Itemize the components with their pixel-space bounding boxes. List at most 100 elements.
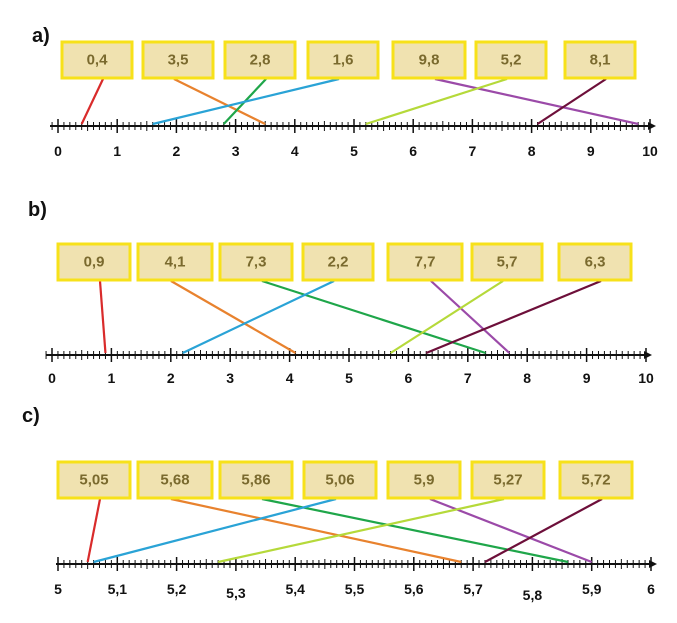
value-box[interactable]: 1,6 xyxy=(306,40,380,80)
value-box[interactable]: 5,86 xyxy=(218,460,294,500)
value-box[interactable]: 5,2 xyxy=(474,40,548,80)
tick-label: 0 xyxy=(48,370,56,386)
value-box-label: 7,7 xyxy=(415,254,436,271)
part-label: a) xyxy=(32,25,50,47)
value-box-label: 2,2 xyxy=(328,254,349,271)
value-box-frame xyxy=(470,242,544,282)
value-box[interactable]: 5,05 xyxy=(56,460,132,500)
value-box-frame xyxy=(136,460,214,500)
tick-label: 3 xyxy=(226,370,234,386)
value-box-frame xyxy=(386,460,462,500)
value-box[interactable]: 6,3 xyxy=(557,242,633,282)
value-box[interactable]: 0,4 xyxy=(60,40,134,80)
axis-arrow-icon xyxy=(649,560,657,568)
value-box-label: 5,86 xyxy=(241,472,270,489)
value-box[interactable]: 5,27 xyxy=(470,460,546,500)
value-box[interactable]: 9,8 xyxy=(391,40,467,80)
value-box[interactable]: 5,06 xyxy=(302,460,378,500)
value-box-label: 2,8 xyxy=(250,52,271,69)
value-box-label: 5,27 xyxy=(493,472,522,489)
tick-label: 1 xyxy=(108,370,116,386)
tick-label: 5,3 xyxy=(226,585,246,601)
value-box-label: 5,2 xyxy=(501,52,522,69)
value-box-label: 5,72 xyxy=(581,472,610,489)
value-box[interactable]: 5,68 xyxy=(136,460,214,500)
tick-label: 3 xyxy=(232,143,240,159)
connector-line xyxy=(434,77,639,126)
value-box-frame xyxy=(56,460,132,500)
value-box-label: 4,1 xyxy=(165,254,186,271)
value-box-label: 7,3 xyxy=(246,254,267,271)
connector-line xyxy=(98,280,107,354)
value-box-frame xyxy=(301,242,375,282)
exercise-part-1: a) 0 1 2 3 4 5 6 7 8 9 10 0,4 3,5 2,8 1,6 9,8 5,2 8,1 xyxy=(32,25,658,159)
value-box-frame xyxy=(391,40,467,80)
value-box-frame xyxy=(56,242,132,282)
value-box-frame xyxy=(223,40,297,80)
value-box-label: 3,5 xyxy=(168,52,189,69)
part-label: b) xyxy=(28,199,47,221)
axis-arrow-icon xyxy=(648,122,656,130)
connector-line xyxy=(173,78,266,125)
connector-line xyxy=(430,280,511,354)
tick-label: 5 xyxy=(350,143,358,159)
value-box-label: 5,7 xyxy=(497,254,518,271)
part-label: c) xyxy=(22,405,40,427)
connector-line xyxy=(365,77,508,126)
connector-line xyxy=(182,280,335,354)
value-box-frame xyxy=(474,40,548,80)
connector-line xyxy=(536,78,607,125)
axis-arrow-icon xyxy=(644,351,652,359)
connector-line xyxy=(152,77,340,126)
tick-label: 5 xyxy=(345,370,353,386)
value-box[interactable]: 4,1 xyxy=(136,242,214,282)
tick-label: 5,8 xyxy=(523,587,543,603)
value-box[interactable]: 2,8 xyxy=(223,40,297,80)
tick-label: 5 xyxy=(54,581,62,597)
value-box-label: 6,3 xyxy=(585,254,606,271)
value-box-label: 0,4 xyxy=(87,52,109,69)
tick-label: 6 xyxy=(647,581,655,597)
connector-line xyxy=(217,497,505,564)
tick-label: 1 xyxy=(113,143,121,159)
exercise-part-2: b) 0 1 2 3 4 5 6 7 8 9 10 0,9 4,1 7,3 2,2 7,7 5,7 6,3 xyxy=(28,199,654,386)
value-box-frame xyxy=(563,40,637,80)
value-box-label: 5,9 xyxy=(414,472,435,489)
value-box[interactable]: 5,7 xyxy=(470,242,544,282)
value-box-label: 9,8 xyxy=(419,52,440,69)
value-box-frame xyxy=(306,40,380,80)
value-box-frame xyxy=(470,460,546,500)
value-box-frame xyxy=(136,242,214,282)
tick-label: 5,7 xyxy=(463,581,483,597)
tick-label: 7 xyxy=(469,143,477,159)
value-box[interactable]: 5,9 xyxy=(386,460,462,500)
tick-label: 10 xyxy=(638,370,654,386)
value-box[interactable]: 3,5 xyxy=(141,40,215,80)
value-box[interactable]: 5,72 xyxy=(558,460,634,500)
value-box-label: 1,6 xyxy=(333,52,354,69)
tick-label: 0 xyxy=(54,143,62,159)
tick-label: 2 xyxy=(173,143,181,159)
tick-label: 5,5 xyxy=(345,581,365,597)
value-box[interactable]: 8,1 xyxy=(563,40,637,80)
tick-label: 4 xyxy=(286,370,294,386)
tick-label: 5,1 xyxy=(108,581,128,597)
connector-line xyxy=(80,78,104,125)
value-box-frame xyxy=(386,242,464,282)
tick-label: 9 xyxy=(583,370,591,386)
tick-label: 2 xyxy=(167,370,175,386)
value-box[interactable]: 7,7 xyxy=(386,242,464,282)
value-box[interactable]: 7,3 xyxy=(218,242,294,282)
tick-label: 10 xyxy=(642,143,658,159)
tick-label: 5,2 xyxy=(167,581,187,597)
value-box[interactable]: 0,9 xyxy=(56,242,132,282)
value-box-frame xyxy=(218,460,294,500)
connector-line xyxy=(86,498,102,563)
tick-label: 5,6 xyxy=(404,581,424,597)
tick-label: 6 xyxy=(405,370,413,386)
value-box-label: 5,05 xyxy=(79,472,108,489)
exercise-part-3: c) 5 5,1 5,2 5,3 5,4 5,5 5,6 5,7 5,8 5,9 6 5,05 5,68 5… xyxy=(22,405,657,603)
value-box-label: 0,9 xyxy=(84,254,105,271)
value-box[interactable]: 2,2 xyxy=(301,242,375,282)
